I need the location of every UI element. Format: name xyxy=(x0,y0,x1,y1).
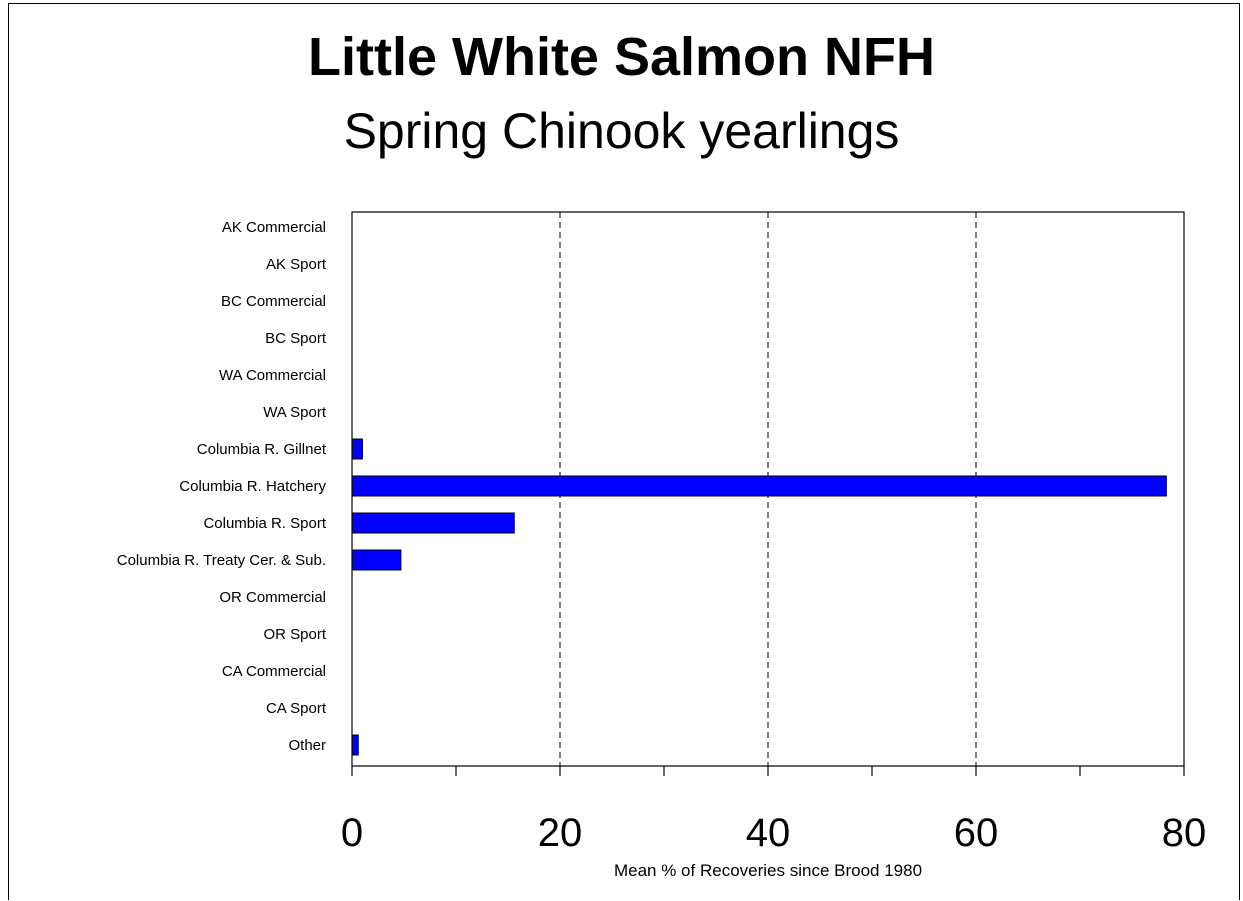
category-label: Other xyxy=(288,737,326,754)
bar xyxy=(351,438,363,460)
category-label: Columbia R. Sport xyxy=(203,515,326,532)
category-label: BC Commercial xyxy=(221,293,326,310)
category-label: AK Commercial xyxy=(222,219,326,236)
category-label: OR Sport xyxy=(263,626,326,643)
chart-subtitle: Spring Chinook yearlings xyxy=(343,103,900,159)
x-tick-labels: 0 20 40 60 80 xyxy=(341,811,1206,855)
x-tick-label: 60 xyxy=(954,811,999,855)
category-label: CA Sport xyxy=(266,700,327,717)
category-labels: AK Commercial AK Sport BC Commercial BC Spo… xyxy=(117,219,327,754)
category-label: WA Sport xyxy=(263,404,327,421)
gridlines xyxy=(559,212,977,766)
bars xyxy=(351,438,1167,756)
x-tick-label: 40 xyxy=(746,811,791,855)
category-label: CA Commercial xyxy=(222,663,326,680)
figure-frame xyxy=(8,3,1240,900)
category-label: BC Sport xyxy=(265,330,327,347)
x-axis-title: Mean % of Recoveries since Brood 1980 xyxy=(614,861,922,880)
category-label: AK Sport xyxy=(266,256,327,273)
category-label: WA Commercial xyxy=(219,367,326,384)
bar xyxy=(351,475,1167,497)
bar xyxy=(351,549,402,571)
category-label: Columbia R. Treaty Cer. & Sub. xyxy=(117,552,326,569)
x-tick-label: 20 xyxy=(538,811,583,855)
category-label: OR Commercial xyxy=(219,589,326,606)
x-tick-label: 0 xyxy=(341,811,363,855)
category-label: Columbia R. Gillnet xyxy=(197,441,327,458)
chart-title: Little White Salmon NFH xyxy=(308,27,935,87)
category-label: Columbia R. Hatchery xyxy=(179,478,326,495)
x-axis-ticks xyxy=(351,766,1185,776)
bar xyxy=(351,734,359,756)
x-tick-label: 80 xyxy=(1162,811,1207,855)
bar xyxy=(351,512,515,534)
